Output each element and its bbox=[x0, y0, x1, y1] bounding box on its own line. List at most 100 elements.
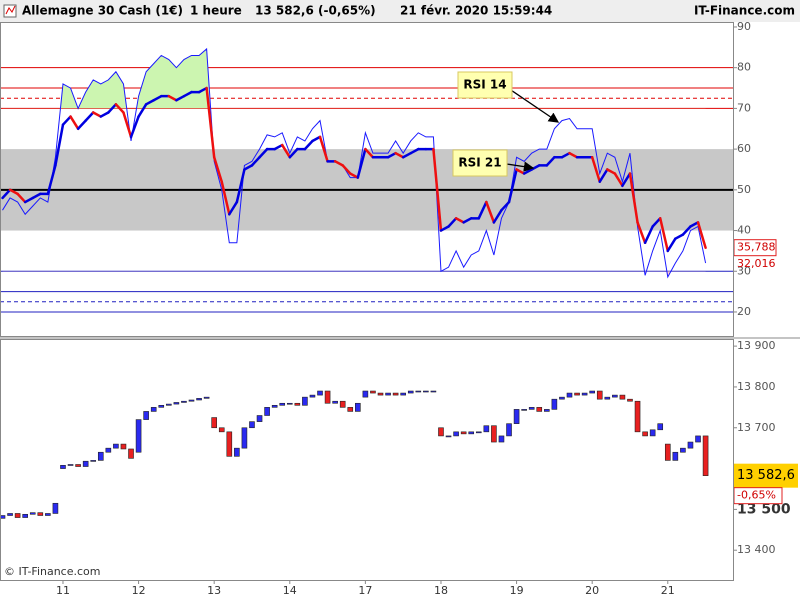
site: IT-Finance.com bbox=[694, 4, 795, 18]
x-tick-label: 19 bbox=[510, 584, 524, 597]
x-tick-label: 18 bbox=[434, 584, 448, 597]
rsi-segment bbox=[16, 192, 27, 204]
candle bbox=[362, 390, 369, 398]
rsi-segment bbox=[76, 119, 87, 131]
rsi-segment bbox=[507, 168, 518, 204]
candle bbox=[309, 394, 316, 398]
candle bbox=[203, 396, 210, 399]
rsi-segment bbox=[409, 147, 420, 155]
candle bbox=[460, 431, 467, 435]
rsi-segment bbox=[144, 99, 155, 106]
y-tick-label: 50 bbox=[737, 183, 751, 196]
candle bbox=[82, 460, 89, 467]
rsi-segment bbox=[666, 237, 677, 253]
candle bbox=[453, 431, 459, 437]
rsi-segment bbox=[54, 123, 65, 167]
rsi-segment bbox=[439, 225, 450, 232]
x-tick-label: 12 bbox=[132, 584, 146, 597]
candle bbox=[445, 435, 452, 438]
candle bbox=[581, 392, 588, 396]
candle bbox=[113, 443, 119, 449]
y-tick-label: 80 bbox=[737, 61, 751, 74]
rsi-segment bbox=[122, 111, 133, 139]
rsi-segment bbox=[515, 168, 526, 175]
rsi-segment bbox=[485, 200, 496, 224]
candle bbox=[52, 502, 59, 514]
candle bbox=[226, 431, 233, 457]
candle bbox=[196, 398, 202, 401]
x-tick-label: 20 bbox=[585, 584, 599, 597]
rsi-segment bbox=[349, 172, 360, 179]
rsi-segment bbox=[492, 208, 503, 224]
annotation-box bbox=[452, 149, 508, 177]
rsi-segment bbox=[394, 151, 405, 159]
rsi-segment bbox=[643, 225, 654, 245]
candle bbox=[619, 394, 626, 400]
overbought-area bbox=[2, 48, 706, 109]
candle bbox=[271, 405, 278, 408]
rsi-segment bbox=[447, 217, 458, 228]
candle bbox=[468, 431, 475, 435]
candle bbox=[506, 423, 512, 437]
instrument: Allemagne 30 Cash (1€) bbox=[22, 4, 183, 18]
y-tick-label: 13 500 bbox=[737, 501, 791, 517]
rsi-segment bbox=[303, 139, 314, 151]
candle bbox=[551, 398, 558, 410]
rsi-segment bbox=[590, 156, 601, 183]
candle bbox=[37, 512, 44, 516]
candle bbox=[218, 427, 225, 433]
candle bbox=[188, 399, 195, 402]
candle bbox=[385, 392, 391, 396]
candle bbox=[680, 447, 686, 453]
candle bbox=[475, 431, 482, 434]
rsi-segment bbox=[107, 103, 118, 114]
rsi-segment bbox=[280, 143, 292, 159]
candle bbox=[642, 431, 648, 437]
y-tick-label: 20 bbox=[737, 305, 751, 318]
rsi-segment bbox=[273, 143, 284, 151]
candle bbox=[559, 396, 565, 400]
candle bbox=[687, 441, 694, 449]
candle bbox=[143, 411, 149, 420]
candle bbox=[324, 390, 331, 404]
rsi-segment bbox=[182, 90, 193, 98]
y-tick-label: 13 400 bbox=[737, 543, 776, 556]
x-tick-label: 13 bbox=[207, 584, 221, 597]
y-tick-label: 70 bbox=[737, 101, 751, 114]
rsi-segment bbox=[311, 135, 322, 143]
candle bbox=[370, 390, 376, 394]
price-panel: 13 400 13 500 13 700 13 800 13 900 13 582,6 -0… bbox=[0, 339, 798, 597]
rsi-segment bbox=[477, 200, 488, 220]
rsi-segment bbox=[500, 200, 511, 212]
candle bbox=[377, 392, 384, 396]
candle bbox=[695, 435, 701, 443]
candle bbox=[400, 392, 406, 396]
candle bbox=[491, 425, 497, 443]
candle bbox=[294, 402, 301, 406]
rsi-segment bbox=[658, 217, 670, 253]
rsi-segment bbox=[99, 111, 110, 118]
price-frame bbox=[0, 339, 734, 581]
header-icon-line bbox=[5, 5, 16, 15]
rsi-segment bbox=[364, 147, 375, 159]
rsi-segment bbox=[61, 115, 72, 126]
rsi-segment bbox=[197, 86, 208, 94]
rsi-segment bbox=[175, 94, 186, 102]
rsi-segment bbox=[681, 225, 692, 236]
rsi-segment bbox=[606, 168, 617, 175]
header-bar bbox=[0, 0, 800, 22]
rsi-segment bbox=[129, 115, 140, 139]
candle bbox=[279, 402, 286, 406]
candle bbox=[75, 464, 81, 467]
candle bbox=[438, 427, 444, 437]
candle bbox=[135, 419, 142, 453]
candle bbox=[498, 435, 505, 443]
last-value: 35,788 bbox=[737, 241, 776, 254]
candle bbox=[211, 417, 217, 429]
x-tick-label: 11 bbox=[56, 584, 70, 597]
rsi-segment bbox=[205, 86, 216, 159]
last-value: 32,016 bbox=[737, 257, 776, 270]
rsi-segment bbox=[114, 103, 125, 114]
candle bbox=[392, 392, 399, 396]
y-tick-label: 13 800 bbox=[737, 380, 776, 393]
